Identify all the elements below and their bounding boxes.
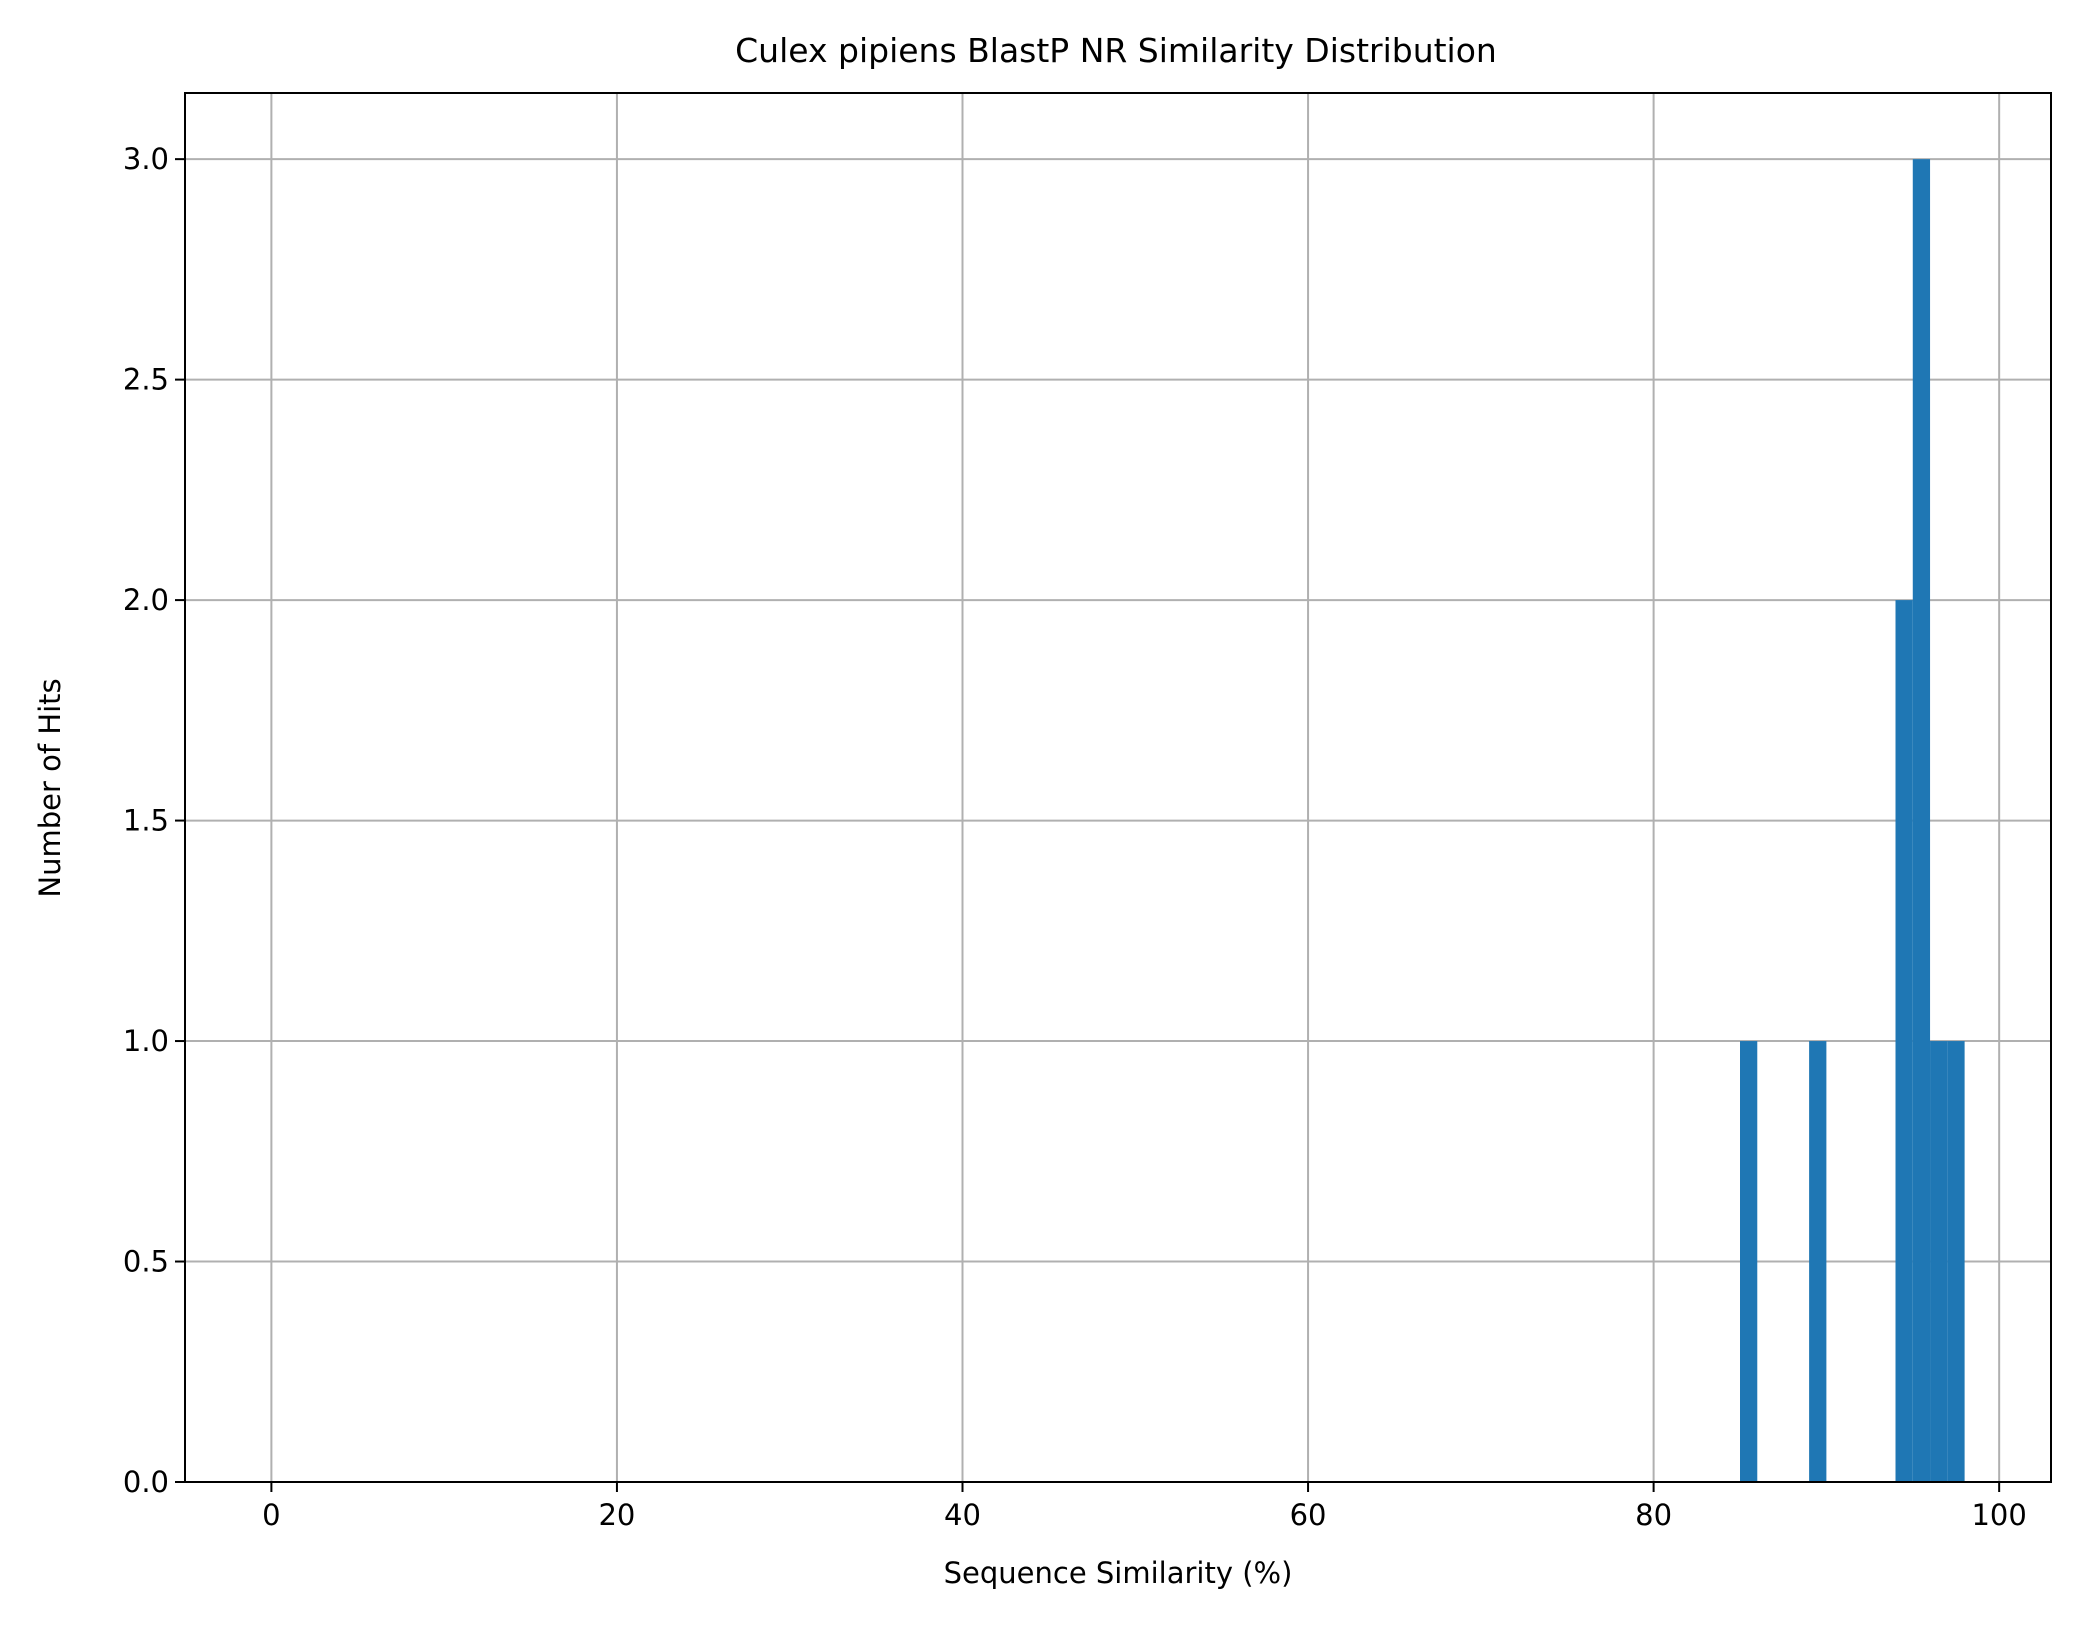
x-tick-label: 40 [944,1498,981,1532]
x-tick-label: 100 [1971,1498,2026,1532]
x-axis-label: Sequence Similarity (%) [944,1556,1293,1590]
y-tick-label: 2.5 [123,363,169,397]
y-tick-label: 0.5 [123,1245,169,1279]
y-tick-label: 0.0 [123,1465,169,1499]
plot-frame [184,92,2052,1483]
y-tick-label: 3.0 [123,142,169,176]
x-tick-label: 60 [1290,1498,1327,1532]
y-tick-label: 1.5 [123,804,169,838]
y-axis-label: Number of Hits [33,678,67,897]
x-tick-label: 20 [598,1498,635,1532]
histogram-bar [1809,1041,1827,1482]
bars [1740,159,1965,1483]
x-tick-label: 0 [262,1498,280,1532]
y-tick-label: 1.0 [123,1024,169,1058]
axis-ticks: 0 20 40 60 80 100 0.0 0.5 1.0 1.5 2.0 2.5 3.0 [123,142,2027,1532]
x-tick-label: 80 [1635,1498,1672,1532]
y-tick-label: 2.0 [123,583,169,617]
chart-title: Culex pipiens BlastP NR Similarity Distr… [735,31,1497,70]
histogram-bar [1912,159,1931,1483]
histogram-bar [1930,1041,1948,1482]
histogram-bar [1740,1041,1758,1482]
histogram-bar [1947,1041,1965,1482]
histogram-bar [1895,600,1913,1482]
grid-lines [185,93,2051,1483]
